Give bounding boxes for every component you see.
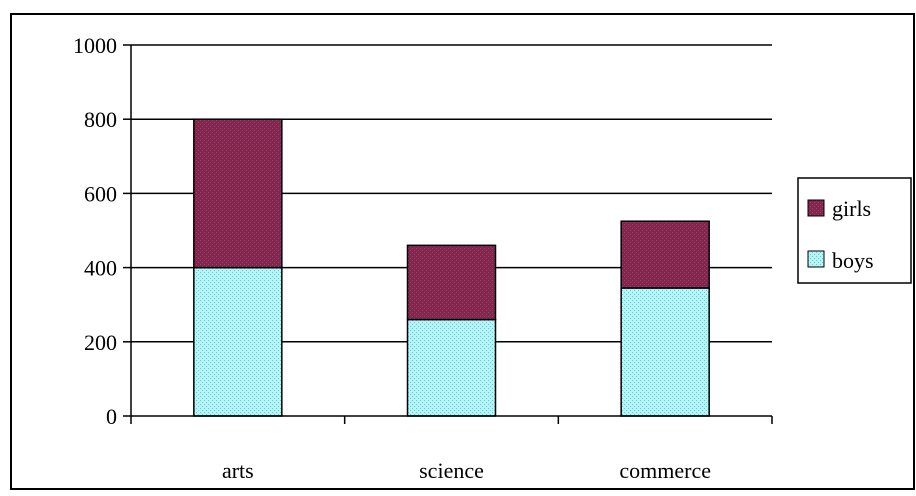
legend: girls boys xyxy=(797,177,912,284)
bars xyxy=(193,118,710,417)
y-tick-label: 800 xyxy=(84,107,117,132)
x-category-label: arts xyxy=(222,458,254,483)
y-tick-label: 400 xyxy=(84,256,117,281)
x-category-label: commerce xyxy=(619,458,711,483)
bar-segment-girls-science xyxy=(406,244,497,321)
bar-segment-girls-commerce xyxy=(620,220,710,289)
y-tick-label: 1000 xyxy=(73,33,117,58)
bar-segment-boys-science xyxy=(406,318,497,417)
y-tick-label: 200 xyxy=(84,330,117,355)
bar-segment-boys-arts xyxy=(193,266,283,417)
legend-swatch-girls xyxy=(807,199,825,217)
legend-swatch-boys xyxy=(807,250,825,268)
x-category-label: science xyxy=(419,458,484,483)
y-tick-labels: 0 200 400 600 800 1000 xyxy=(73,33,117,429)
legend-label-girls: girls xyxy=(832,196,871,221)
bar-segment-girls-arts xyxy=(193,118,283,269)
y-tick-label: 600 xyxy=(84,181,117,206)
axes xyxy=(123,44,773,424)
y-tick-label: 0 xyxy=(106,404,117,429)
x-category-labels: arts science commerce xyxy=(222,458,711,483)
bar-segment-boys-commerce xyxy=(620,287,710,417)
legend-label-boys: boys xyxy=(832,248,874,273)
